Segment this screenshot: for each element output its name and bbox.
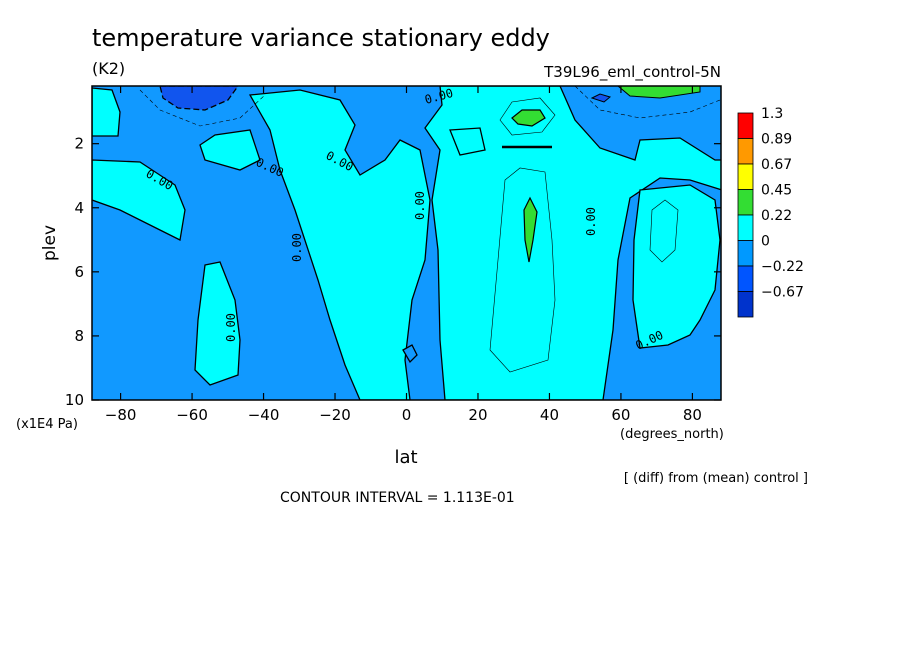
colorbar-swatch <box>737 291 754 318</box>
y-tick-label: 2 <box>74 135 84 153</box>
y-tick-label: 4 <box>74 199 84 217</box>
colorbar-label: −0.22 <box>761 259 804 275</box>
region-strong-negative <box>159 86 239 111</box>
region-right-cyan <box>632 184 721 349</box>
colorbar-swatch <box>737 163 754 190</box>
contour-dashed <box>139 89 266 127</box>
contour-label: 0.00 <box>224 313 238 342</box>
colorbar-label: 0.45 <box>761 183 792 199</box>
contour-inner-upper <box>499 97 556 136</box>
contour-interval: CONTOUR INTERVAL = 1.113E-01 <box>280 490 515 506</box>
colorbar-swatch <box>737 112 754 139</box>
dataset-label: T39L96_eml_control-5N <box>543 63 721 82</box>
y-tick-label: 6 <box>74 263 84 281</box>
x-axis-label: lat <box>394 447 417 468</box>
colorbar-swatch <box>737 138 754 165</box>
colorbar-label: 0.22 <box>761 208 792 224</box>
x-tick-label: 20 <box>468 406 487 424</box>
colorbar-swatch <box>737 240 754 267</box>
region-south-cyan <box>199 129 261 171</box>
colorbar: 1.3 0.89 0.67 0.45 0.22 0 −0.22 −0.67 <box>737 106 804 318</box>
chart-title: temperature variance stationary eddy <box>92 24 550 52</box>
region-lower-left-cyan <box>194 261 241 386</box>
y-axis-unit: (x1E4 Pa) <box>16 417 78 432</box>
y-axis: 2 4 6 8 10 <box>65 135 721 409</box>
x-axis-unit: (degrees_north) <box>620 427 724 442</box>
region-top-right-negative <box>590 93 612 103</box>
x-tick-label: −60 <box>176 406 208 424</box>
x-axis: −80 −60 −40 −20 0 20 40 60 80 <box>105 86 702 424</box>
region-blue-island <box>402 344 418 364</box>
region-mid-cyan <box>248 89 431 400</box>
region-notch-cyan <box>449 127 486 156</box>
colorbar-label: 0.89 <box>761 132 792 148</box>
region-west-cyan <box>92 159 186 241</box>
region-top-right-positive <box>617 86 701 99</box>
region-central-cyan <box>424 86 721 400</box>
contour-inner-right <box>649 199 679 263</box>
colorbar-label: 1.3 <box>761 106 783 122</box>
y-tick-label: 10 <box>65 391 84 409</box>
contour-dashed-right <box>574 86 721 119</box>
contour-label: 0.00 <box>290 233 304 262</box>
units-label: (K2) <box>92 59 125 78</box>
region-positive-lower <box>523 196 538 263</box>
region-positive-upper <box>511 109 546 127</box>
colorbar-label: 0 <box>761 234 770 250</box>
x-tick-label: 60 <box>611 406 630 424</box>
contour-field <box>92 86 721 400</box>
contour-label: 0.00 <box>413 191 427 220</box>
y-tick-label: 8 <box>74 327 84 345</box>
colorbar-swatch <box>737 214 754 241</box>
colorbar-swatch <box>737 265 754 292</box>
x-tick-label: −80 <box>105 406 137 424</box>
contour-inner-tongue <box>489 167 556 373</box>
colorbar-swatch <box>737 189 754 216</box>
contour-label: 0.00 <box>584 207 598 236</box>
diff-note: [ (diff) from (mean) control ] <box>624 471 808 486</box>
colorbar-label: −0.67 <box>761 285 804 301</box>
x-tick-label: −20 <box>319 406 351 424</box>
y-axis-label: plev <box>40 225 60 261</box>
x-tick-label: 80 <box>683 406 702 424</box>
x-tick-label: 40 <box>540 406 559 424</box>
colorbar-label: 0.67 <box>761 157 792 173</box>
x-tick-label: 0 <box>402 406 412 424</box>
x-tick-label: −40 <box>248 406 280 424</box>
region-left-cyan <box>92 87 121 137</box>
